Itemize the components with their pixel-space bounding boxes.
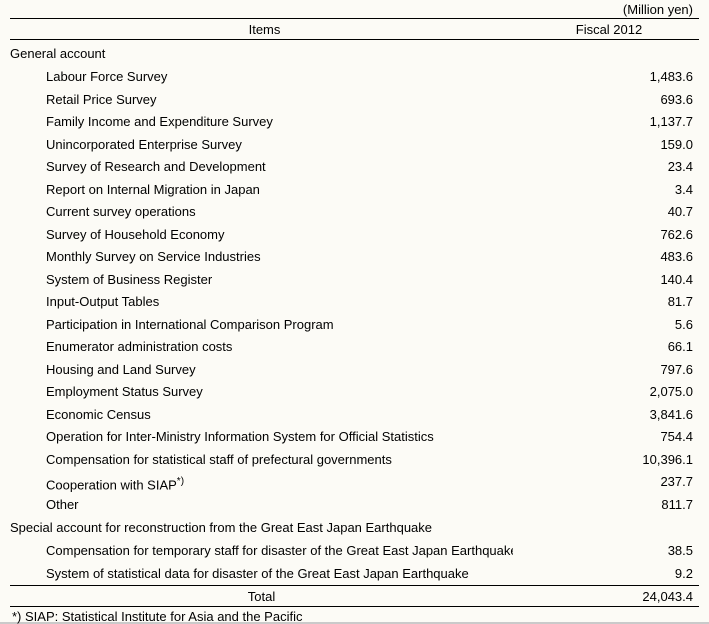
row-value: 23.4 [513,156,699,179]
row-value: 762.6 [513,224,699,247]
row-label: Other [10,494,513,517]
row-value: 5.6 [513,314,699,337]
table-row: Participation in International Compariso… [10,314,699,337]
table-row: Current survey operations40.7 [10,201,699,224]
table-row: Report on Internal Migration in Japan3.4 [10,179,699,202]
table-row: Compensation for statistical staff of pr… [10,449,699,472]
row-label: Current survey operations [10,201,513,224]
header-items: Items [10,22,519,37]
row-value: 693.6 [513,89,699,112]
row-label: Monthly Survey on Service Industries [10,246,513,269]
row-label: Compensation for statistical staff of pr… [10,449,513,472]
table-row: Survey of Research and Development23.4 [10,156,699,179]
row-value: 66.1 [513,336,699,359]
row-label: Input-Output Tables [10,291,513,314]
row-value: 1,483.6 [513,66,699,89]
row-label: System of Business Register [10,269,513,292]
row-value: 2,075.0 [513,381,699,404]
table-row: Operation for Inter-Ministry Information… [10,426,699,449]
row-label: Operation for Inter-Ministry Information… [10,426,513,449]
row-value: 10,396.1 [513,449,699,472]
row-value: 38.5 [513,540,699,563]
row-label: Family Income and Expenditure Survey [10,111,513,134]
table-row: Cooperation with SIAP*)237.7 [10,471,699,494]
row-label: Housing and Land Survey [10,359,513,382]
row-value: 81.7 [513,291,699,314]
row-label: Report on Internal Migration in Japan [10,179,513,202]
row-value: 40.7 [513,201,699,224]
table-row: System of Business Register140.4 [10,269,699,292]
table-body: General accountLabour Force Survey1,483.… [10,40,699,585]
footnote: *) SIAP: Statistical Institute for Asia … [10,607,699,624]
total-row: Total 24,043.4 [10,585,699,607]
table-row: Retail Price Survey693.6 [10,89,699,112]
row-value: 9.2 [513,563,699,586]
section-title: General account [10,42,699,66]
total-value: 24,043.4 [513,589,699,604]
budget-table: (Million yen) Items Fiscal 2012 General … [0,0,709,622]
row-label: Labour Force Survey [10,66,513,89]
row-label: System of statistical data for disaster … [10,563,513,586]
table-row: Enumerator administration costs66.1 [10,336,699,359]
row-value: 140.4 [513,269,699,292]
row-label: Economic Census [10,404,513,427]
row-label: Enumerator administration costs [10,336,513,359]
row-value: 1,137.7 [513,111,699,134]
row-value: 3.4 [513,179,699,202]
row-value: 483.6 [513,246,699,269]
header-fiscal: Fiscal 2012 [519,22,699,37]
row-label: Employment Status Survey [10,381,513,404]
section-title: Special account for reconstruction from … [10,516,699,540]
row-value: 237.7 [513,471,699,494]
table-row: System of statistical data for disaster … [10,563,699,586]
table-row: Survey of Household Economy762.6 [10,224,699,247]
table-row: Housing and Land Survey797.6 [10,359,699,382]
row-label: Unincorporated Enterprise Survey [10,134,513,157]
row-label: Survey of Research and Development [10,156,513,179]
unit-label: (Million yen) [10,0,699,18]
row-value: 811.7 [513,494,699,517]
row-value: 797.6 [513,359,699,382]
table-row: Other811.7 [10,494,699,517]
table-row: Family Income and Expenditure Survey1,13… [10,111,699,134]
row-value: 754.4 [513,426,699,449]
table-row: Compensation for temporary staff for dis… [10,540,699,563]
table-header: Items Fiscal 2012 [10,18,699,40]
total-label: Total [10,589,513,604]
table-row: Economic Census3,841.6 [10,404,699,427]
row-label: Participation in International Compariso… [10,314,513,337]
table-row: Labour Force Survey1,483.6 [10,66,699,89]
table-row: Monthly Survey on Service Industries483.… [10,246,699,269]
table-row: Employment Status Survey2,075.0 [10,381,699,404]
row-label: Compensation for temporary staff for dis… [10,540,513,563]
row-value: 3,841.6 [513,404,699,427]
row-value: 159.0 [513,134,699,157]
row-label: Retail Price Survey [10,89,513,112]
table-row: Input-Output Tables81.7 [10,291,699,314]
table-row: Unincorporated Enterprise Survey159.0 [10,134,699,157]
row-label: Survey of Household Economy [10,224,513,247]
row-label: Cooperation with SIAP*) [10,471,513,494]
